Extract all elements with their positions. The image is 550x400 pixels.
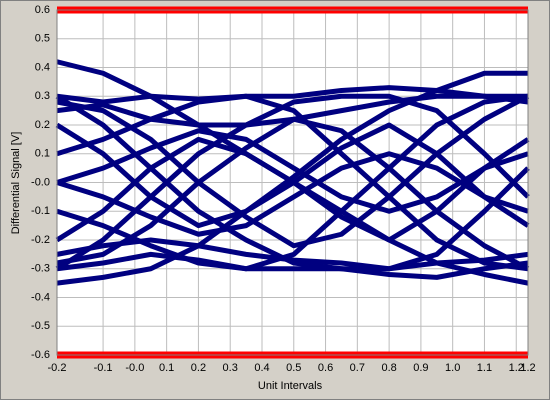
x-tick-label: 0.9 bbox=[413, 362, 428, 374]
plot-border bbox=[56, 9, 529, 356]
x-tick-label: 0.3 bbox=[223, 362, 238, 374]
traces bbox=[55, 59, 530, 286]
y-axis-title: Differential Signal [V] bbox=[10, 132, 22, 235]
trace bbox=[55, 136, 530, 243]
y-tick-label: -0.1 bbox=[31, 205, 50, 217]
x-tick-label: -0.2 bbox=[48, 362, 67, 374]
y-tick-label: 0.5 bbox=[35, 33, 50, 45]
trace bbox=[56, 94, 530, 249]
trace bbox=[56, 116, 530, 271]
trace bbox=[56, 237, 529, 272]
x-tick-label: -0.0 bbox=[125, 362, 144, 374]
labels: 0.6 0.5 0.4 0.3 0.2 0.1 -0.0 -0.1 -0.2 -0.3 -0.4 -0… bbox=[31, 4, 536, 374]
x-tick-label: 0.1 bbox=[159, 362, 174, 374]
x-tick-label: 1.0 bbox=[445, 362, 460, 374]
y-tick-label: 0.3 bbox=[35, 90, 50, 102]
trace bbox=[56, 151, 529, 237]
y-tick-label: 0.2 bbox=[35, 119, 50, 131]
x-tick-label: 0.8 bbox=[381, 362, 396, 374]
y-tick-label: 0.6 bbox=[35, 4, 50, 16]
y-tick-label: -0.2 bbox=[31, 234, 50, 246]
trace bbox=[56, 93, 529, 272]
x-tick-label: 1.2 bbox=[520, 362, 535, 374]
y-tick-label: 0.4 bbox=[35, 61, 50, 73]
y-tick-label: -0.3 bbox=[31, 263, 50, 275]
x-tick-label: 1.1 bbox=[477, 362, 492, 374]
x-tick-label: 0.6 bbox=[318, 362, 333, 374]
trace bbox=[56, 128, 529, 214]
x-tick-label: 0.4 bbox=[254, 362, 269, 374]
x-tick-label: 1.2 bbox=[509, 362, 524, 374]
trace bbox=[56, 251, 529, 280]
x-tick-label: -0.1 bbox=[94, 362, 113, 374]
x-tick-label: 0.5 bbox=[286, 362, 301, 374]
trace bbox=[56, 70, 528, 286]
y-tick-label: -0.5 bbox=[31, 320, 50, 332]
trace bbox=[56, 85, 528, 105]
x-tick-label: 0.7 bbox=[350, 362, 365, 374]
y-tick-label: -0.4 bbox=[31, 291, 50, 303]
y-tick-label: 0.1 bbox=[35, 148, 50, 160]
trace bbox=[56, 93, 529, 272]
x-axis-title: Unit Intervals bbox=[258, 380, 323, 392]
y-tick-label: -0.0 bbox=[31, 176, 50, 188]
y-tick-label: -0.6 bbox=[31, 349, 50, 361]
x-tick-label: 0.2 bbox=[191, 362, 206, 374]
